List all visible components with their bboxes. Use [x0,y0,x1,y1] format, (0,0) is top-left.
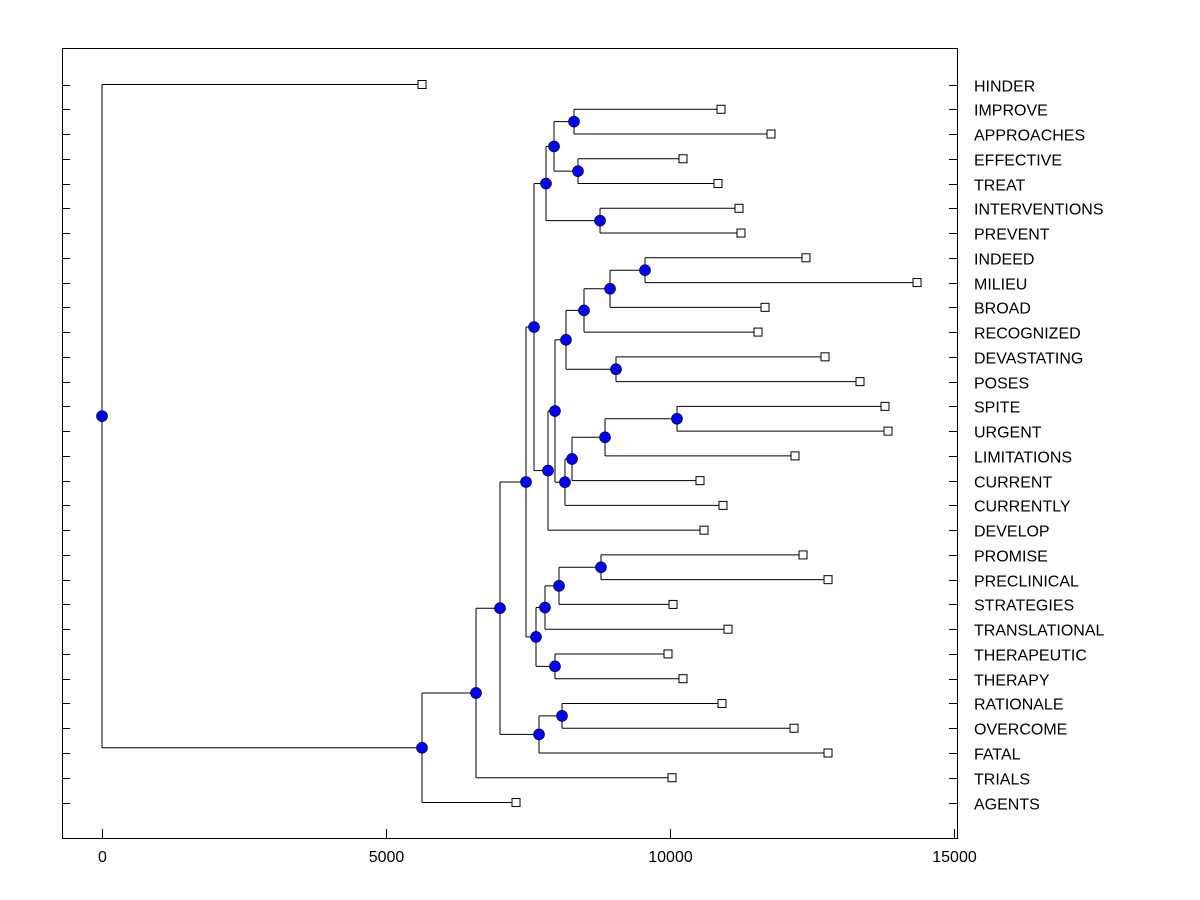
leaf-label: CURRENT [974,475,1052,492]
leaf-node [663,649,673,659]
merge-node [610,363,622,376]
merge-node [553,580,565,592]
merge-node [671,412,683,425]
leaf-label: EFFECTIVE [974,153,1062,170]
x-tick-label: 0 [98,849,107,866]
leaf-node [678,154,688,164]
leaf-node [668,599,678,609]
merge-node [549,660,561,673]
leaf-node [417,80,427,89]
leaf-node [753,327,763,337]
leaf-label: THERAPEUTIC [974,648,1087,665]
merge-node [599,431,611,444]
plot-frame [62,48,958,839]
leaf-node [717,698,727,708]
leaf-node [880,401,890,411]
merge-node [559,476,571,488]
merge-node [578,304,590,317]
merge-node [556,710,568,722]
leaf-label: APPROACHES [974,128,1085,145]
merge-node [548,140,560,153]
merge-node [494,602,506,615]
leaf-label: THERAPY [974,673,1050,690]
leaf-label: PROMISE [974,549,1048,566]
leaf-label: TRANSLATIONAL [974,623,1105,640]
leaf-node [760,302,770,312]
leaf-node [820,352,830,362]
leaf-node [734,203,744,213]
leaf-label: HINDER [974,79,1035,96]
merge-node [542,464,554,477]
leaf-label: AGENTS [974,797,1040,814]
merge-node [530,631,542,643]
leaf-label: SPITE [974,400,1020,417]
leaf-label: DEVELOP [974,524,1050,541]
leaf-label: STRATEGIES [974,598,1074,615]
x-tick-label: 15000 [932,849,977,866]
merge-node [528,321,540,333]
leaf-node [678,674,688,684]
leaf-node [695,476,705,486]
leaf-label: INTERVENTIONS [974,202,1104,219]
leaf-label: DEVASTATING [974,351,1083,368]
leaf-label: TRIALS [974,772,1030,789]
leaf-label: INDEED [974,252,1034,269]
leaf-label: POSES [974,376,1029,393]
leaf-label: FATAL [974,747,1021,764]
merge-node [540,177,552,190]
leaf-node [798,550,808,560]
tree-nodes [96,80,922,807]
leaf-label: TREAT [974,178,1025,195]
leaf-node [801,253,811,263]
leaf-node [736,228,746,238]
leaf-node [718,500,728,510]
leaf-node [766,129,776,139]
merge-node [549,405,561,417]
leaf-label: RECOGNIZED [974,326,1081,343]
leaf-label: LIMITATIONS [974,450,1072,467]
merge-node [566,453,578,465]
merge-node [572,165,584,177]
leaf-node [790,451,800,461]
leaf-node [723,624,733,634]
leaf-node [789,723,799,733]
leaf-label: IMPROVE [974,103,1048,120]
leaf-label: RATIONALE [974,697,1064,714]
leaf-node [667,773,677,783]
x-tick-label: 10000 [648,849,693,866]
leaf-label: MILIEU [974,277,1027,294]
axis-ticks: 0 5000 10000 15000 [62,85,977,866]
merge-node [416,741,428,754]
tree-links [101,84,918,803]
merge-node [568,115,580,128]
leaf-node [823,575,833,585]
merge-node [533,728,545,741]
merge-node [539,601,551,614]
leaf-node [699,525,709,535]
leaf-node [823,748,833,758]
leaf-label: PREVENT [974,227,1050,244]
leaf-node [855,377,865,387]
leaf-label: OVERCOME [974,722,1067,739]
leaf-node [511,798,521,807]
leaf-label: URGENT [974,425,1042,442]
leaf-label: BROAD [974,301,1031,318]
leaf-node [713,179,723,189]
leaf-labels: HINDER IMPROVE APPROACHES EFFECTIVE TREAT INT… [974,79,1105,814]
x-tick-label: 5000 [369,849,405,866]
merge-node [594,214,606,227]
merge-node [560,334,572,346]
merge-node [470,687,482,699]
merge-node [595,561,607,574]
leaf-label: PRECLINICAL [974,574,1079,591]
merge-node [639,264,651,276]
leaf-node [912,278,922,288]
merge-node [520,476,532,488]
merge-node [604,282,616,295]
leaf-node [883,426,893,436]
leaf-node [716,104,726,114]
merge-node [96,410,108,422]
leaf-label: CURRENTLY [974,499,1071,516]
